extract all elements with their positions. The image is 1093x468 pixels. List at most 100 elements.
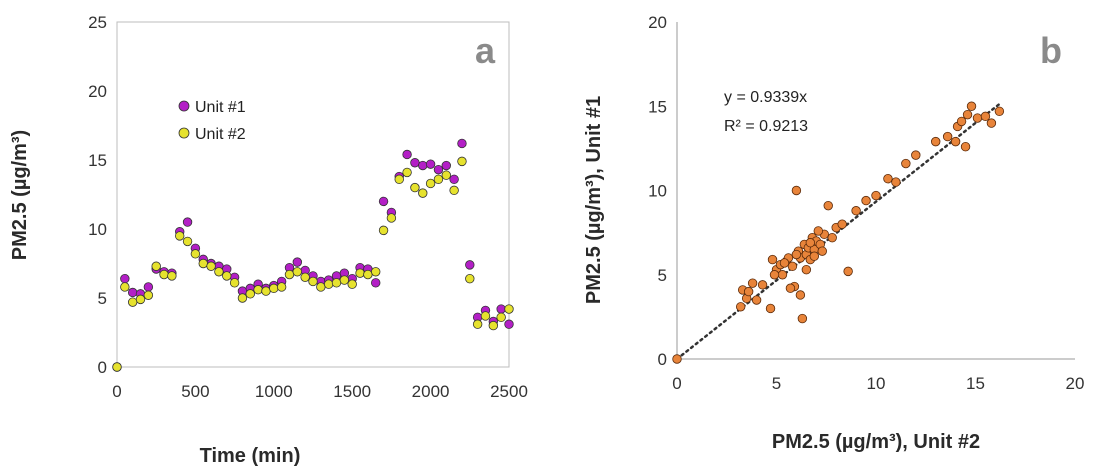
panel-a-point-unit-2 bbox=[394, 174, 404, 185]
panel-b-point bbox=[797, 313, 808, 324]
panel-a-point-unit-2 bbox=[206, 261, 216, 271]
legend-label-unit-1: Unit #1 bbox=[195, 99, 246, 116]
panel-a-legend: Unit #1 Unit #2 bbox=[178, 99, 246, 143]
panel-a-y-tick-20: 20 bbox=[88, 82, 107, 101]
panel-a-plot-frame bbox=[116, 21, 510, 368]
panel-b-point bbox=[851, 206, 861, 216]
panel-a-point-unit-2 bbox=[229, 278, 240, 288]
panel-a-point-unit-1 bbox=[504, 319, 514, 329]
panel-a-x-tick-1500: 1500 bbox=[333, 382, 371, 401]
panel-b-point bbox=[805, 238, 816, 248]
panel-a-y-axis-title: PM2.5 (µg/m³) bbox=[9, 130, 31, 260]
panel-b-point bbox=[911, 150, 921, 160]
panel-a-point-unit-2 bbox=[316, 282, 326, 292]
panel-a-point-unit-2 bbox=[425, 178, 436, 189]
panel-a-point-unit-2 bbox=[418, 188, 428, 198]
panel-a-point-unit-2 bbox=[331, 278, 342, 288]
panel-b-x-axis-title: PM2.5 (µg/m³), Unit #2 bbox=[772, 431, 980, 453]
panel-b-point bbox=[769, 270, 780, 280]
panel-b-point bbox=[942, 131, 953, 142]
panel-b-point bbox=[817, 246, 827, 256]
panel-a-point-unit-2 bbox=[135, 294, 146, 305]
panel-b-scatter-comparison: 0 5 10 15 20 0 5 10 15 20 b y = 0.9339x R² = 0.9… bbox=[583, 13, 1084, 453]
panel-b-point bbox=[767, 254, 778, 265]
panel-a-point-unit-2 bbox=[347, 279, 357, 289]
panel-b-point bbox=[735, 302, 746, 312]
panel-b-y-tick-0: 0 bbox=[658, 350, 667, 369]
legend-marker-unit-2 bbox=[178, 127, 190, 139]
panel-a-point-unit-2 bbox=[214, 267, 224, 277]
panel-a-x-tick-labels: 0 500 1000 1500 2000 2500 bbox=[112, 382, 528, 401]
panel-b-point bbox=[785, 283, 796, 293]
panel-b-point bbox=[813, 226, 823, 236]
legend-marker-unit-1 bbox=[178, 100, 190, 112]
panel-a-points bbox=[112, 138, 514, 372]
panel-b-point bbox=[960, 141, 971, 152]
panel-a-y-tick-5: 5 bbox=[98, 289, 107, 308]
panel-a-point-unit-2 bbox=[308, 276, 318, 287]
panel-a-point-unit-2 bbox=[410, 182, 420, 193]
panel-b-point bbox=[883, 174, 893, 184]
panel-a-point-unit-2 bbox=[120, 282, 130, 292]
panel-b-x-tick-labels: 0 5 10 15 20 bbox=[672, 374, 1084, 393]
panel-a-point-unit-2 bbox=[441, 170, 451, 180]
panel-a-point-unit-2 bbox=[402, 167, 412, 178]
panel-a-time-series: 0 5 10 15 20 25 0 500 1000 1500 2000 2500 a Unit #… bbox=[9, 13, 528, 467]
panel-a-point-unit-2 bbox=[386, 213, 397, 223]
panel-a-x-tick-2000: 2000 bbox=[412, 382, 450, 401]
panel-b-point bbox=[966, 101, 977, 111]
panel-b-x-tick-15: 15 bbox=[966, 374, 985, 393]
panel-b-point bbox=[871, 190, 881, 201]
panel-a-point-unit-1 bbox=[143, 282, 154, 292]
panel-b-point bbox=[980, 111, 991, 122]
panel-a-point-unit-2 bbox=[363, 269, 373, 280]
panel-a-point-unit-2 bbox=[504, 304, 514, 314]
panel-b-point bbox=[779, 258, 790, 268]
panel-b-point bbox=[777, 270, 788, 280]
panel-b-point bbox=[986, 118, 997, 128]
panel-a-letter: a bbox=[475, 30, 496, 71]
panel-b-point bbox=[757, 280, 768, 290]
panel-a-point-unit-1 bbox=[418, 160, 428, 171]
panel-a-point-unit-2 bbox=[449, 185, 459, 196]
panel-a-point-unit-1 bbox=[457, 138, 467, 149]
panel-b-y-tick-5: 5 bbox=[658, 266, 667, 285]
panel-a-x-tick-0: 0 bbox=[112, 382, 121, 401]
panel-a-point-unit-1 bbox=[410, 158, 420, 168]
panel-a-point-unit-2 bbox=[237, 293, 248, 303]
panel-b-y-tick-10: 10 bbox=[648, 182, 667, 201]
legend-label-unit-2: Unit #2 bbox=[195, 126, 246, 143]
panel-a-point-unit-2 bbox=[222, 271, 232, 281]
panel-b-point bbox=[791, 249, 802, 260]
panel-a-point-unit-1 bbox=[465, 260, 475, 270]
panel-a-point-unit-2 bbox=[143, 290, 154, 300]
panel-a-y-tick-labels: 0 5 10 15 20 25 bbox=[88, 13, 107, 377]
panel-a-point-unit-2 bbox=[269, 283, 279, 294]
panel-a-x-axis-title: Time (min) bbox=[200, 445, 301, 467]
panel-b-r-squared: R² = 0.9213 bbox=[724, 118, 808, 135]
panel-a-point-unit-2 bbox=[276, 282, 287, 292]
panel-a-point-unit-2 bbox=[159, 269, 169, 280]
panel-a-point-unit-2 bbox=[151, 261, 161, 271]
panel-b-point bbox=[787, 261, 798, 272]
panel-b-point bbox=[795, 290, 806, 300]
panel-a-point-unit-2 bbox=[198, 258, 208, 269]
panel-a-point-unit-1 bbox=[378, 196, 389, 207]
panel-a-y-tick-25: 25 bbox=[88, 13, 107, 32]
panel-a-point-unit-2 bbox=[457, 156, 467, 167]
panel-a-point-unit-1 bbox=[441, 160, 451, 171]
panel-b-point bbox=[962, 109, 973, 120]
panel-b-point bbox=[827, 232, 837, 243]
panel-a-point-unit-1 bbox=[496, 304, 506, 314]
panel-b-point bbox=[837, 219, 847, 229]
panel-b-point bbox=[861, 195, 871, 206]
panel-b-point bbox=[931, 136, 941, 147]
panel-a-x-tick-2500: 2500 bbox=[490, 382, 528, 401]
panel-b-point bbox=[843, 266, 853, 277]
panel-b-point bbox=[956, 116, 967, 127]
panel-a-point-unit-1 bbox=[127, 287, 138, 298]
panel-b-y-tick-20: 20 bbox=[648, 13, 667, 32]
panel-a-point-unit-2 bbox=[378, 225, 389, 236]
panel-a-point-unit-1 bbox=[371, 278, 381, 288]
